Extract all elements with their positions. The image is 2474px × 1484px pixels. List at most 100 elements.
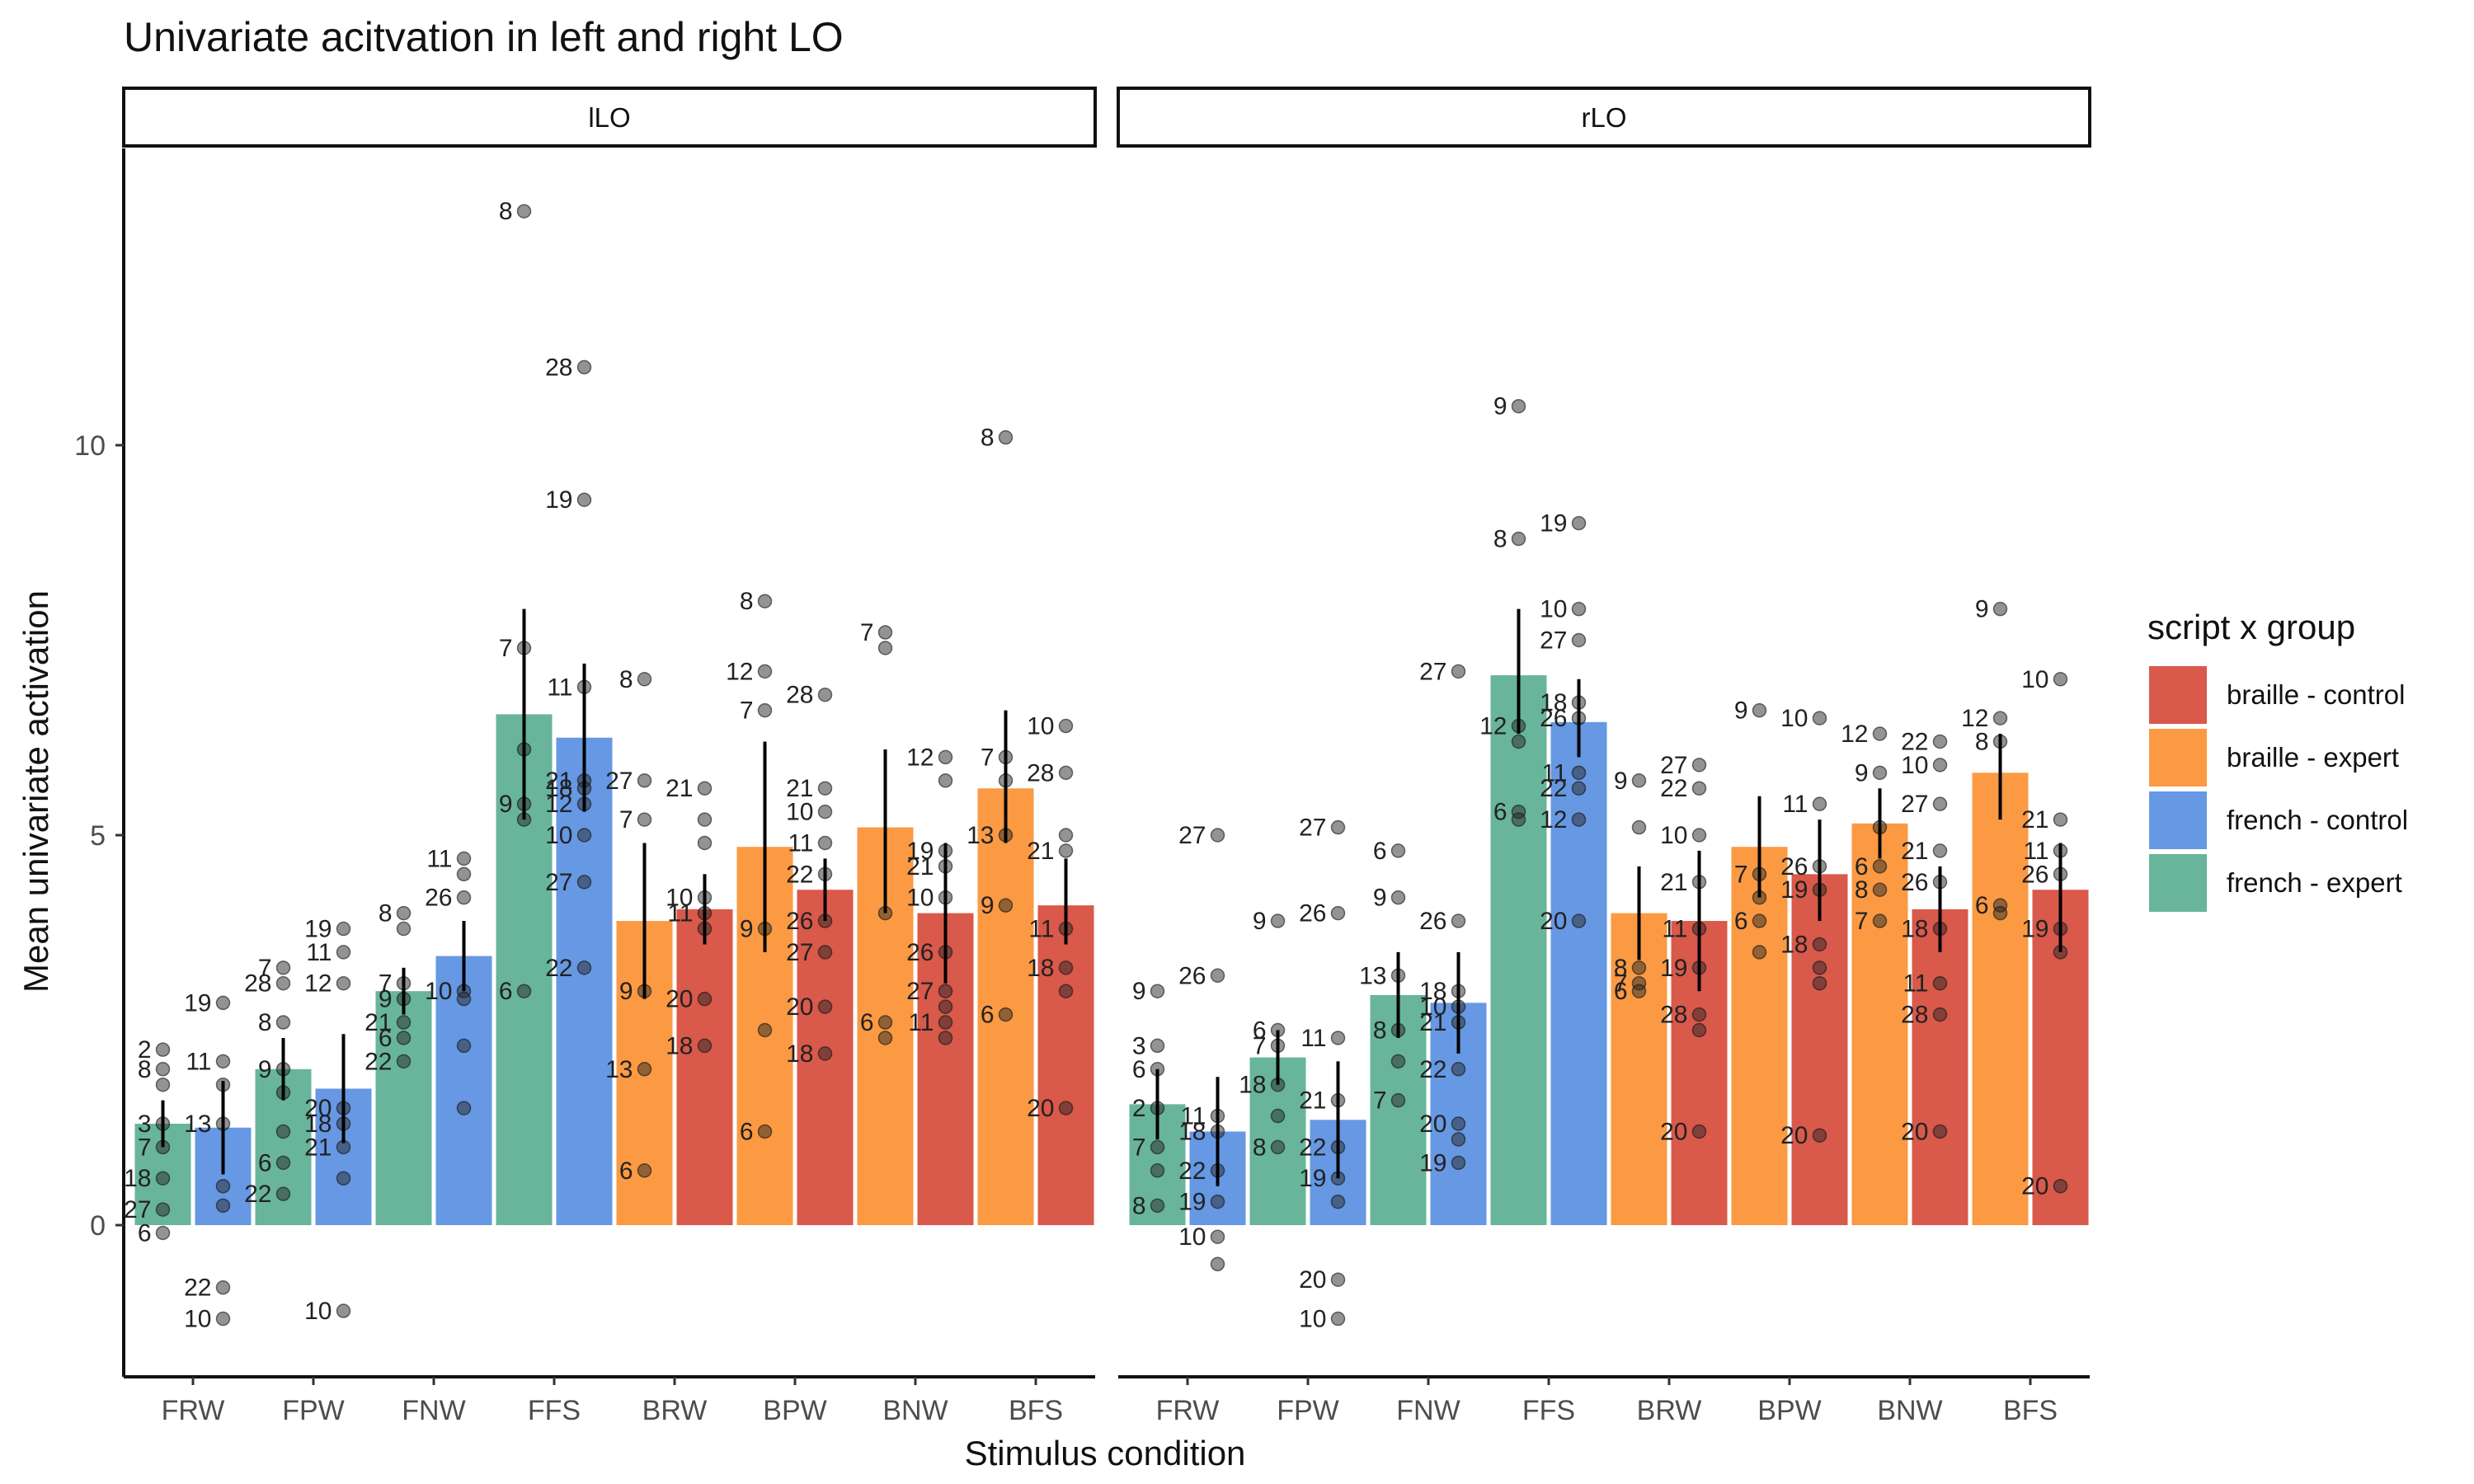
data-point	[215, 995, 231, 1011]
point-label: 6	[740, 1118, 754, 1145]
data-point	[1872, 765, 1888, 781]
point-label: 19	[1780, 876, 1808, 904]
point-label: 26	[1299, 900, 1326, 928]
data-point	[1451, 913, 1466, 928]
point-label: 8	[1975, 728, 1989, 755]
point-label: 8	[499, 198, 513, 225]
point-label: 20	[1027, 1095, 1054, 1122]
data-point	[938, 999, 953, 1014]
data-point	[817, 687, 833, 702]
x-tick-label: FPW	[282, 1395, 345, 1426]
data-point	[396, 1015, 412, 1030]
data-point	[1150, 1163, 1165, 1178]
data-point	[938, 1031, 953, 1045]
x-tick-label: BNW	[882, 1395, 948, 1426]
data-point	[1390, 843, 1406, 858]
point-label: 11	[1180, 1103, 1206, 1130]
point-label: 22	[545, 955, 572, 982]
point-label: 11	[1028, 916, 1054, 943]
data-point	[1691, 781, 1707, 796]
point-label: 21	[1419, 1009, 1446, 1036]
data-point	[1571, 515, 1587, 531]
data-point	[697, 1038, 713, 1054]
bar	[1037, 905, 1094, 1225]
data-point	[757, 1124, 773, 1139]
data-point	[1451, 1116, 1466, 1131]
point-label: 11	[1300, 1025, 1326, 1052]
point-label: 10	[304, 1298, 332, 1325]
legend-key	[2149, 854, 2207, 912]
point-label: 13	[1359, 962, 1386, 989]
point-label: 10	[1780, 705, 1808, 732]
point-label: 9	[1734, 697, 1748, 725]
point-label: 19	[2021, 916, 2048, 943]
data-point	[697, 812, 713, 827]
point-label: 19	[1660, 955, 1687, 982]
y-tick-label: 0	[90, 1210, 106, 1242]
point-label: 13	[184, 1111, 211, 1138]
point-label: 21	[1299, 1087, 1326, 1115]
data-point	[1932, 975, 1948, 991]
point-label: 7	[1373, 1087, 1387, 1115]
bar	[1490, 675, 1547, 1225]
data-point	[155, 1202, 171, 1217]
data-point	[1330, 1272, 1346, 1287]
data-point	[576, 359, 592, 375]
point-label: 20	[666, 986, 693, 1013]
point-label: 10	[1540, 596, 1567, 623]
point-label: 6	[1253, 1017, 1267, 1045]
point-label: 6	[619, 1158, 633, 1185]
data-point	[576, 875, 592, 890]
data-point	[275, 960, 291, 975]
data-point	[155, 1042, 171, 1057]
data-point	[1150, 984, 1165, 998]
x-tick-label: FFS	[528, 1395, 581, 1426]
point-label: 27	[906, 978, 934, 1005]
x-tick-label: FRW	[1156, 1395, 1220, 1426]
data-point	[938, 773, 953, 788]
point-label: 18	[786, 1040, 813, 1068]
data-point	[938, 749, 953, 765]
point-label: 7	[1855, 908, 1869, 935]
point-label: 26	[1178, 962, 1206, 989]
data-point	[2053, 1178, 2068, 1194]
data-point	[215, 1311, 231, 1327]
data-point	[576, 828, 592, 843]
point-label: 26	[2021, 861, 2048, 888]
point-label: 20	[786, 993, 813, 1021]
data-point	[998, 898, 1014, 913]
data-point	[1932, 1124, 1948, 1139]
data-point	[1330, 1031, 1346, 1045]
data-point	[396, 1031, 412, 1045]
point-label: 18	[1901, 916, 1928, 943]
point-label: 11	[1782, 791, 1808, 818]
data-point	[697, 781, 713, 796]
point-label: 9	[981, 892, 995, 919]
point-label: 18	[666, 1032, 693, 1059]
data-point	[1058, 1101, 1074, 1115]
bar	[1550, 721, 1607, 1225]
point-label: 20	[2021, 1173, 2048, 1200]
data-point	[275, 1186, 291, 1201]
data-point	[396, 1054, 412, 1069]
data-point	[456, 866, 472, 882]
point-label: 6	[1975, 892, 1989, 919]
point-label: 11	[1903, 970, 1928, 998]
data-point	[1872, 882, 1888, 897]
legend-label: braille - control	[2227, 679, 2405, 710]
point-label: 6	[981, 1002, 995, 1029]
facet-strip	[1117, 87, 2091, 148]
data-point	[757, 1022, 773, 1038]
data-point	[336, 1171, 351, 1186]
point-label: 22	[1901, 728, 1928, 755]
data-point	[1390, 1092, 1406, 1108]
point-label: 18	[1419, 978, 1446, 1005]
point-label: 7	[740, 697, 754, 725]
point-label: 22	[1660, 775, 1687, 802]
point-label: 20	[1660, 1118, 1687, 1145]
point-label: 9	[1975, 596, 1989, 623]
data-point	[1571, 781, 1587, 796]
point-label: 27	[1540, 627, 1567, 655]
data-point	[1691, 1007, 1707, 1022]
